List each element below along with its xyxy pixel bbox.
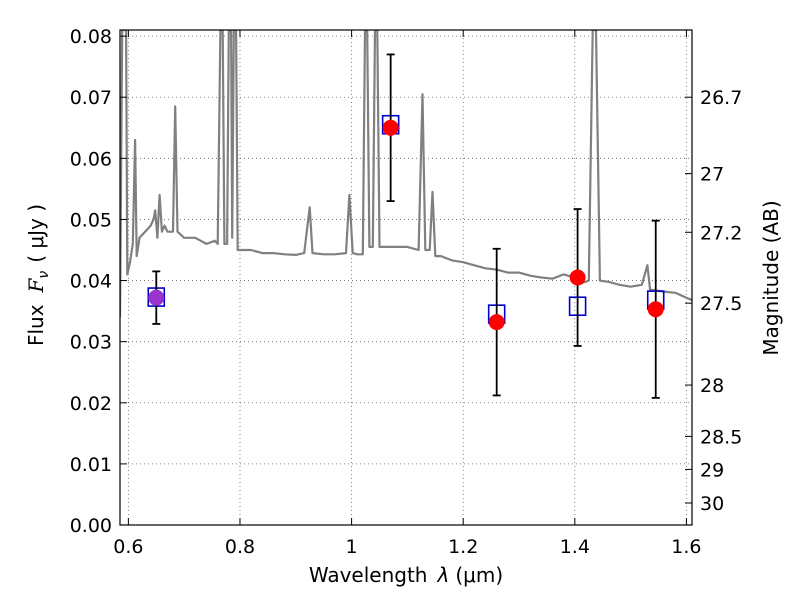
observed-point xyxy=(148,289,165,306)
y-tick-label: 0.04 xyxy=(70,271,112,293)
x-axis-title-text: Wavelength xyxy=(309,563,428,587)
y2-tick-label: 26.7 xyxy=(700,87,742,109)
x-tick-label: 1.4 xyxy=(560,536,590,558)
observed-point xyxy=(647,301,664,318)
y-axis-title: Flux Fν ( μJy ) xyxy=(24,204,52,346)
y-tick-label: 0.08 xyxy=(70,26,112,48)
spectrum-line xyxy=(120,30,692,318)
y-tick-label: 0.02 xyxy=(70,393,112,415)
y2-tick-label: 28.5 xyxy=(700,426,742,448)
x-axis-title: Wavelength λ (μm) xyxy=(309,563,503,587)
spectrum-layer xyxy=(120,30,692,318)
y-axis-symbol: F xyxy=(24,277,48,293)
grid-layer xyxy=(120,30,692,525)
marker-layer xyxy=(147,53,665,399)
y-tick-label: 0.05 xyxy=(70,209,112,231)
observed-point xyxy=(488,314,505,331)
y-axis-subscript: ν xyxy=(36,271,52,279)
y2-tick-label: 30 xyxy=(700,493,724,515)
observed-point xyxy=(569,269,586,286)
x-tick-label: 1.2 xyxy=(448,536,478,558)
observed-point xyxy=(382,119,399,136)
y-tick-label: 0.01 xyxy=(70,454,112,476)
y-tick-label: 0.00 xyxy=(70,515,112,537)
y2-tick-label: 27.5 xyxy=(700,293,742,315)
y2-tick-label: 29 xyxy=(700,459,724,481)
y2-tick-label: 27 xyxy=(700,164,724,186)
y-tick-label: 0.07 xyxy=(70,87,112,109)
x-tick-label: 1.6 xyxy=(671,536,701,558)
x-tick-label: 0.6 xyxy=(113,536,143,558)
x-axis-symbol: λ xyxy=(437,563,450,587)
y2-axis-title: Magnitude (AB) xyxy=(759,200,783,355)
tick-layer: 0.6 0.8 1 1.2 1.4 1.6 0.00 0.01 0.02 0.03 0.04 0.05… xyxy=(70,26,743,558)
y-axis-unit: ( μJy ) xyxy=(24,204,48,263)
y2-tick-label: 27.2 xyxy=(700,222,742,244)
y-axis-title-text: Flux xyxy=(24,304,48,346)
x-tick-label: 1 xyxy=(346,536,358,558)
x-axis-unit: (μm) xyxy=(455,563,503,587)
y-tick-label: 0.06 xyxy=(70,148,112,170)
y-tick-label: 0.03 xyxy=(70,332,112,354)
y2-tick-label: 28 xyxy=(700,375,724,397)
plot-frame xyxy=(119,29,693,526)
x-tick-label: 0.8 xyxy=(225,536,255,558)
